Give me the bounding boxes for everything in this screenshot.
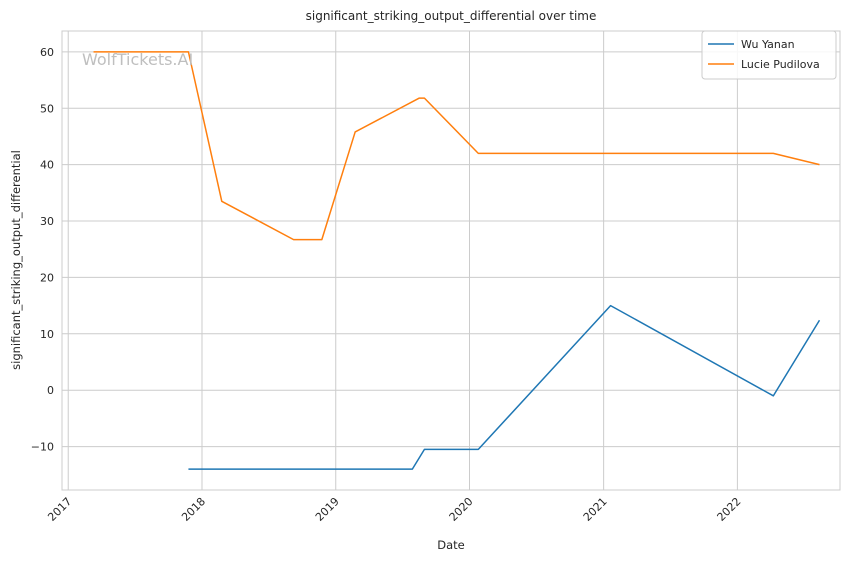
y-tick-label: 20	[40, 271, 54, 284]
y-axis-label: significant_striking_output_differential	[9, 150, 23, 370]
y-tick-label: 30	[40, 215, 54, 228]
chart-title: significant_striking_output_differential…	[306, 9, 597, 23]
series-line-lucie-pudilova	[93, 51, 820, 241]
legend: Wu Yanan Lucie Pudilova	[701, 30, 837, 80]
legend-label-lucie-pudilova: Lucie Pudilova	[741, 58, 820, 71]
y-tick-label: 40	[40, 159, 54, 172]
y-tick-label: 0	[47, 384, 54, 397]
legend-box	[701, 30, 837, 80]
y-tick-label: −10	[31, 441, 54, 454]
x-axis-label: Date	[437, 538, 465, 552]
grid	[62, 31, 840, 490]
series-line-wu-yanan	[188, 304, 821, 470]
watermark: WolfTickets.AI	[82, 50, 193, 69]
plot-area	[62, 31, 840, 490]
y-tick-label: 10	[40, 328, 54, 341]
series-lines	[93, 51, 821, 470]
plot-frame	[61, 30, 841, 491]
y-tick-label: 50	[40, 102, 54, 115]
legend-label-wu-yanan: Wu Yanan	[741, 38, 795, 51]
y-tick-label: 60	[40, 46, 54, 59]
